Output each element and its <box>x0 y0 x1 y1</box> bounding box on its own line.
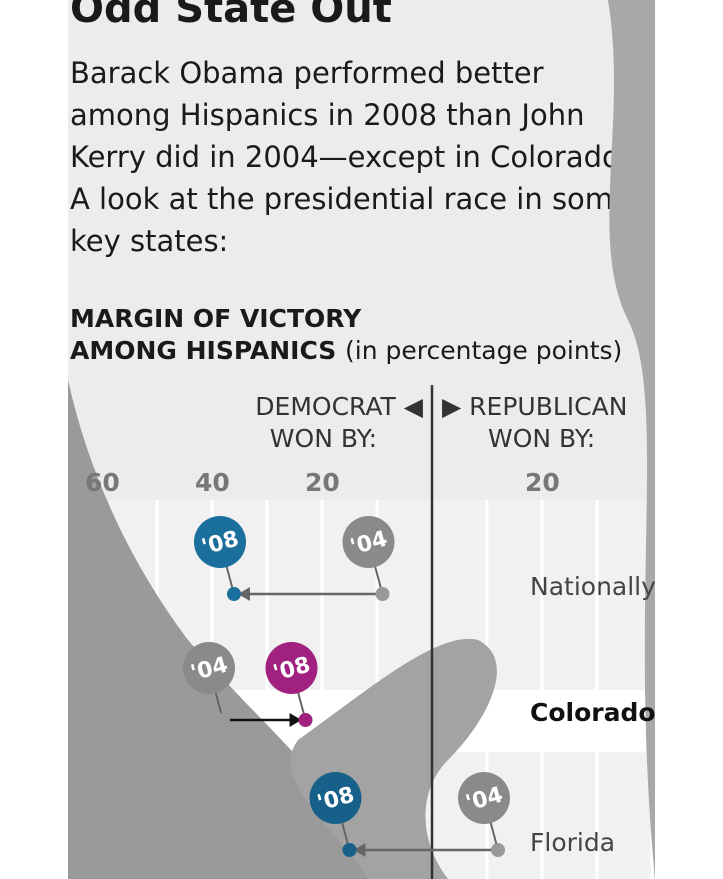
description-line: among Hispanics in 2008 than John <box>70 98 585 132</box>
plot-area: '04'08'04'08'04'08 <box>68 0 655 879</box>
overlay-blob <box>68 380 378 879</box>
overlay-blob <box>608 0 655 879</box>
marker-2008 <box>265 642 318 694</box>
marker-2004 <box>342 516 395 568</box>
arrow-head-icon <box>353 843 366 857</box>
description-line: key states: <box>70 224 229 258</box>
data-point-2004 <box>216 713 230 727</box>
data-point-2008 <box>342 843 357 857</box>
arrow-head-icon <box>238 587 250 601</box>
marker-2008 <box>194 516 246 568</box>
tick-label: 40 <box>195 468 230 497</box>
state-label: Florida <box>530 828 616 857</box>
tick-label: 20 <box>305 468 340 497</box>
chart-subtitle: AMONG HISPANICS <box>70 336 337 365</box>
state-label: Nationally <box>530 572 655 601</box>
arrow-head-icon <box>289 713 302 727</box>
marker-2004 <box>183 642 235 694</box>
chart-title: Odd State Out <box>70 0 392 32</box>
description-line: A look at the presidential race in some <box>70 182 631 216</box>
marker-2004 <box>458 772 510 824</box>
democrat-header: WON BY: <box>269 424 377 453</box>
state-label: Colorado <box>530 698 655 727</box>
republican-header: ▶ REPUBLICAN <box>442 392 628 421</box>
chart-graphic: Odd State Out Barack Obama performed bet… <box>68 0 655 879</box>
tick-label: 60 <box>85 468 120 497</box>
description-line: Barack Obama performed better <box>70 56 544 90</box>
marker-2008 <box>309 772 362 824</box>
description-line: Kerry did in 2004—except in Colorado. <box>70 140 629 174</box>
tick-label: 20 <box>525 468 560 497</box>
data-point-2004 <box>491 843 505 857</box>
democrat-header: DEMOCRAT ◀ <box>255 392 423 421</box>
chart-subtitle: MARGIN OF VICTORY <box>70 304 362 333</box>
units-label: (in percentage points) <box>345 336 623 365</box>
republican-header: WON BY: <box>488 424 596 453</box>
data-point-2004 <box>375 587 390 601</box>
data-point-2008 <box>227 587 241 601</box>
data-point-2008 <box>298 713 313 727</box>
